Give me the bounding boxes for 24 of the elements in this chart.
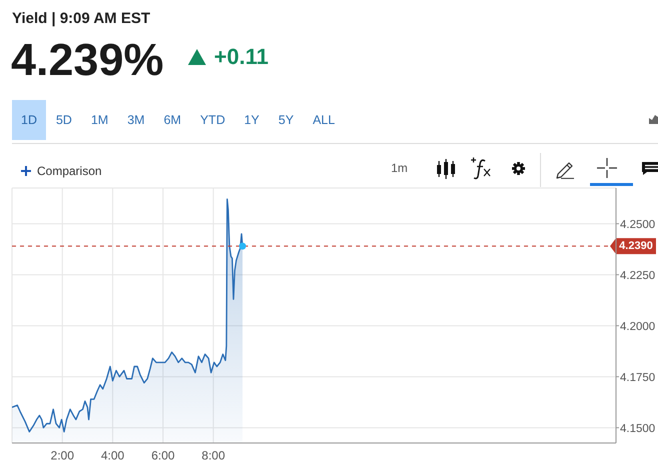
ref-line-label: 4.2390 bbox=[619, 240, 653, 252]
y-tick-label: 4.2250 bbox=[620, 270, 656, 282]
text: 1M bbox=[90, 112, 110, 129]
x-tick-label: 2:00 bbox=[50, 448, 74, 461]
x-tick-label: 8:00 bbox=[202, 448, 226, 461]
text: 3M bbox=[126, 112, 146, 129]
y-tick-label: 4.2000 bbox=[620, 320, 656, 333]
text: 4.239% bbox=[11, 34, 164, 85]
text: +0.11 bbox=[214, 44, 268, 69]
y-tick-label: 4.1750 bbox=[620, 372, 656, 384]
x-tick-label: 4:00 bbox=[100, 448, 125, 461]
text: ALL bbox=[312, 112, 336, 129]
text: 5Y bbox=[277, 112, 295, 129]
text: 6M bbox=[162, 112, 182, 129]
y-tick-label: 4.2500 bbox=[620, 218, 656, 231]
text: Comparison bbox=[37, 163, 102, 179]
text: 1m bbox=[391, 160, 408, 176]
y-tick-label: 4.1500 bbox=[620, 422, 656, 435]
chart-title: Yield | 9:09 AM EST bbox=[12, 10, 150, 28]
selected-button: 1D bbox=[12, 100, 46, 140]
x-tick-label: 6:00 bbox=[151, 448, 175, 461]
text: YTD bbox=[199, 112, 226, 129]
text: 1Y bbox=[243, 112, 260, 129]
text: 5D bbox=[54, 112, 73, 129]
